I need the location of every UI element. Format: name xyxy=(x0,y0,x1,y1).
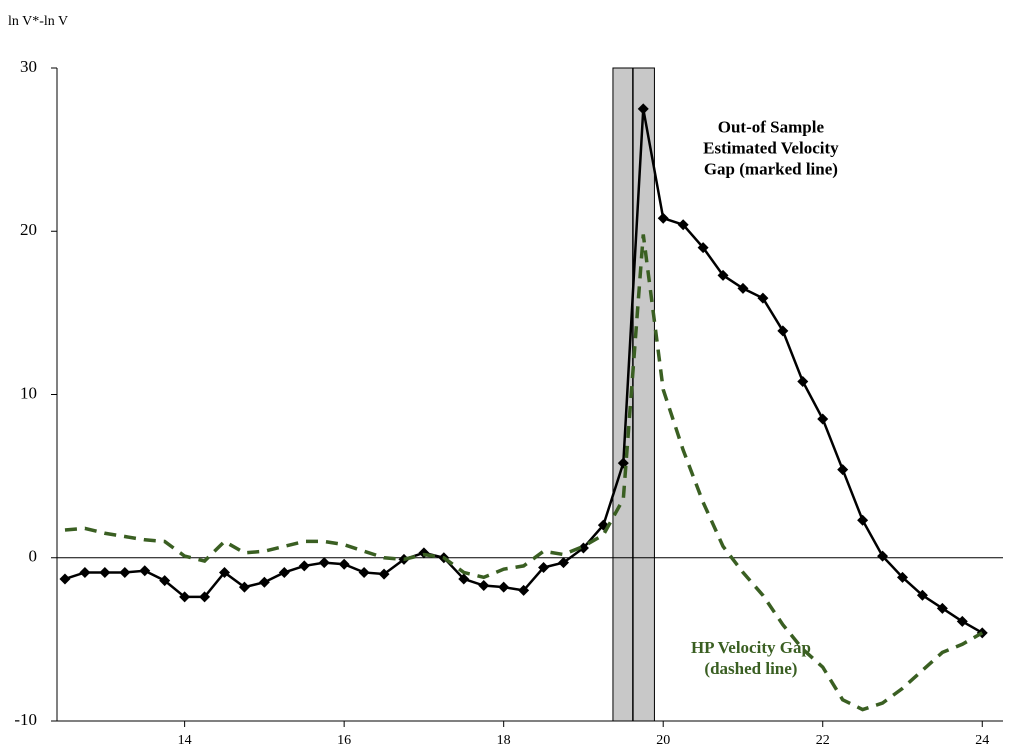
marker xyxy=(199,591,211,603)
x-tick-label: 20 xyxy=(656,733,670,748)
marker xyxy=(278,566,290,578)
y-tick-label: 20 xyxy=(20,220,37,239)
marker xyxy=(318,557,330,569)
marker xyxy=(777,325,789,337)
marker xyxy=(338,558,350,570)
annotation: (dashed line) xyxy=(704,659,797,678)
marker xyxy=(159,575,171,587)
marker xyxy=(498,581,510,593)
marker xyxy=(219,566,231,578)
x-tick-label: 14 xyxy=(178,733,192,748)
series-line xyxy=(64,234,984,712)
marker xyxy=(936,602,948,614)
marker xyxy=(179,591,191,603)
marker xyxy=(577,542,589,554)
marker xyxy=(697,242,709,254)
marker xyxy=(139,565,151,577)
shaded-region xyxy=(612,67,655,722)
marker xyxy=(837,464,849,476)
marker xyxy=(458,573,470,585)
marker xyxy=(817,413,829,425)
marker xyxy=(99,566,111,578)
marker xyxy=(558,557,570,569)
marker xyxy=(538,562,550,574)
annotation: Gap (marked line) xyxy=(704,159,838,178)
x-tick-label: 22 xyxy=(816,733,830,748)
annotation: Out-of Sample xyxy=(718,117,825,136)
marker xyxy=(637,103,649,115)
marker xyxy=(119,566,131,578)
marker xyxy=(757,292,769,304)
marker xyxy=(916,589,928,601)
series-line xyxy=(64,108,983,634)
marker xyxy=(298,560,310,572)
annotation: Estimated Velocity xyxy=(703,138,839,157)
marker xyxy=(657,212,669,224)
marker xyxy=(677,219,689,231)
y-tick-label: 30 xyxy=(20,57,37,76)
marker xyxy=(896,571,908,583)
y-tick-label: -10 xyxy=(14,710,37,729)
x-tick-label: 16 xyxy=(337,733,351,748)
marker xyxy=(79,566,91,578)
marker xyxy=(857,514,869,526)
marker xyxy=(59,573,71,585)
marker xyxy=(617,457,629,469)
marker xyxy=(478,580,490,592)
marker xyxy=(378,568,390,580)
marker xyxy=(258,576,270,588)
marker xyxy=(717,269,729,281)
y-tick-label: 0 xyxy=(29,547,38,566)
x-tick-label: 24 xyxy=(975,733,989,748)
x-tick-label: 18 xyxy=(497,733,511,748)
marker xyxy=(358,566,370,578)
marker xyxy=(877,550,889,562)
annotation: HP Velocity Gap xyxy=(691,638,811,657)
y-tick-label: 10 xyxy=(20,383,37,402)
marker xyxy=(238,581,250,593)
marker xyxy=(797,375,809,387)
marker xyxy=(737,282,749,294)
marker xyxy=(956,615,968,627)
marker xyxy=(518,584,530,596)
y-axis-label: ln V*-ln V xyxy=(8,14,68,29)
